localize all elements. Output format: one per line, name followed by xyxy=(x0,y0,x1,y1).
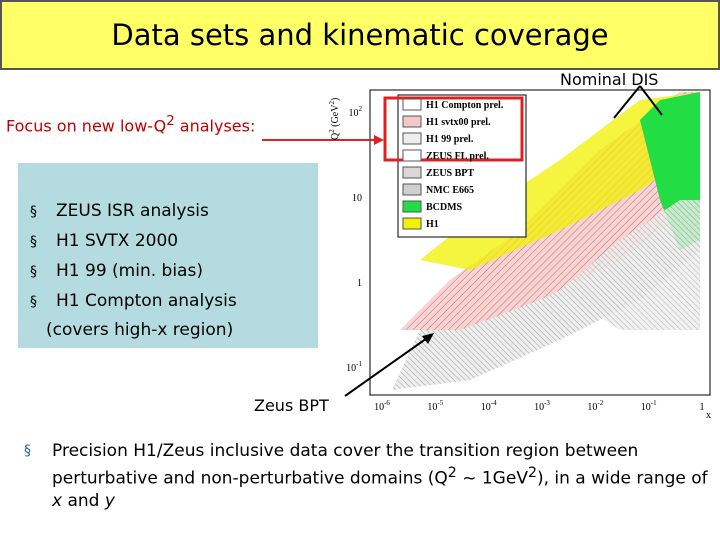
text: y xyxy=(104,490,115,511)
tick-label: 10 xyxy=(352,193,362,204)
tick-exp: -4 xyxy=(491,399,497,407)
tick-label: 10-5 xyxy=(427,399,443,413)
legend-swatch xyxy=(402,217,422,230)
dis-arrow xyxy=(613,85,641,119)
tick-exp: 2 xyxy=(359,105,363,113)
analysis-box: ZEUS ISR analysisH1 SVTX 2000H1 99 (min.… xyxy=(18,163,318,348)
tick-label: 102 xyxy=(349,105,363,119)
tick-base: 10 xyxy=(427,402,437,413)
legend-swatch xyxy=(402,115,422,128)
legend: H1 Compton prel. H1 svtx00 prel. H1 99 pre… xyxy=(402,98,504,230)
tick-label: 10-3 xyxy=(534,399,550,413)
legend-swatch xyxy=(402,200,422,213)
text: and xyxy=(62,490,105,511)
tick-base: 10 xyxy=(587,402,597,413)
legend-label: H1 xyxy=(426,219,439,230)
tick-exp: -2 xyxy=(597,399,603,407)
tick-base: 10 xyxy=(349,108,359,119)
y-axis-label: Q2 (GeV2) xyxy=(328,98,341,140)
legend-swatch xyxy=(402,149,422,162)
sup: 2 xyxy=(447,465,457,481)
text: ), in a wide range of xyxy=(536,468,708,489)
focus-tail: analyses: xyxy=(174,116,256,136)
dis-arrow xyxy=(639,85,663,116)
legend-swatch xyxy=(402,98,422,111)
legend-label: ZEUS FL prel. xyxy=(426,151,489,162)
bpt-arrow xyxy=(344,335,431,397)
text: ~ 1GeV xyxy=(456,468,528,489)
tick-base: 10 xyxy=(481,402,491,413)
tick-exp: -1 xyxy=(356,360,362,368)
text: x xyxy=(52,490,63,511)
x-axis-label: x xyxy=(706,410,711,421)
nominal-dis-label: Nominal DIS xyxy=(560,70,659,89)
legend-label: H1 svtx00 prel. xyxy=(426,117,491,128)
tick-label: 1 xyxy=(700,402,705,413)
tick-label: 10-1 xyxy=(346,360,362,374)
arrow-head xyxy=(422,333,434,344)
tick-exp: -1 xyxy=(651,399,657,407)
box-note: (covers high-x region) xyxy=(46,320,234,340)
tick-label: 1 xyxy=(357,278,362,289)
legend-label: NMC E665 xyxy=(426,185,474,196)
legend-swatch xyxy=(402,183,422,196)
tick-label: 10-4 xyxy=(481,399,497,413)
analysis-item: H1 99 (min. bias) xyxy=(30,257,318,287)
focus-highlight xyxy=(383,96,524,162)
focus-sup: 2 xyxy=(166,114,175,129)
tick-base: 10 xyxy=(374,402,384,413)
legend-label: ZEUS BPT xyxy=(426,168,474,179)
sup: 2 xyxy=(527,465,537,481)
tick-base: 1 xyxy=(357,278,362,289)
analysis-item: ZEUS ISR analysis xyxy=(30,197,318,227)
legend-label: H1 99 prel. xyxy=(426,134,474,145)
bullet-text: Precision H1/Zeus inclusive data cover t… xyxy=(24,440,712,512)
legend-label: H1 Compton prel. xyxy=(426,100,504,111)
focus-text: Focus on new low-Q xyxy=(6,116,167,136)
zeus-bpt-label: Zeus BPT xyxy=(254,396,329,415)
analysis-list: ZEUS ISR analysisH1 SVTX 2000H1 99 (min.… xyxy=(18,163,318,317)
text: Precision H1/Zeus inclusive data cover t… xyxy=(52,441,639,489)
tick-base: 10 xyxy=(346,363,356,374)
legend-swatch xyxy=(402,132,422,145)
tick-exp: -6 xyxy=(384,399,390,407)
analysis-item: H1 SVTX 2000 xyxy=(30,227,318,257)
tick-label: 10-6 xyxy=(374,399,390,413)
legend-swatch xyxy=(402,166,422,179)
tick-label: 10-1 xyxy=(641,399,657,413)
tick-exp: -3 xyxy=(544,399,550,407)
nmc-region xyxy=(560,200,700,330)
tick-base: 1 xyxy=(700,402,705,413)
analysis-item: H1 Compton analysis xyxy=(30,287,318,317)
slide-title: Data sets and kinematic coverage xyxy=(0,0,720,70)
arrow-head xyxy=(374,135,384,145)
tick-base: 10 xyxy=(352,193,362,204)
focus-note: Focus on new low-Q2 analyses: xyxy=(6,114,255,135)
tick-base: 10 xyxy=(641,402,651,413)
tick-label: 10-2 xyxy=(587,399,603,413)
legend-label: BCDMS xyxy=(426,202,463,213)
tick-base: 10 xyxy=(534,402,544,413)
tick-exp: -5 xyxy=(437,399,443,407)
